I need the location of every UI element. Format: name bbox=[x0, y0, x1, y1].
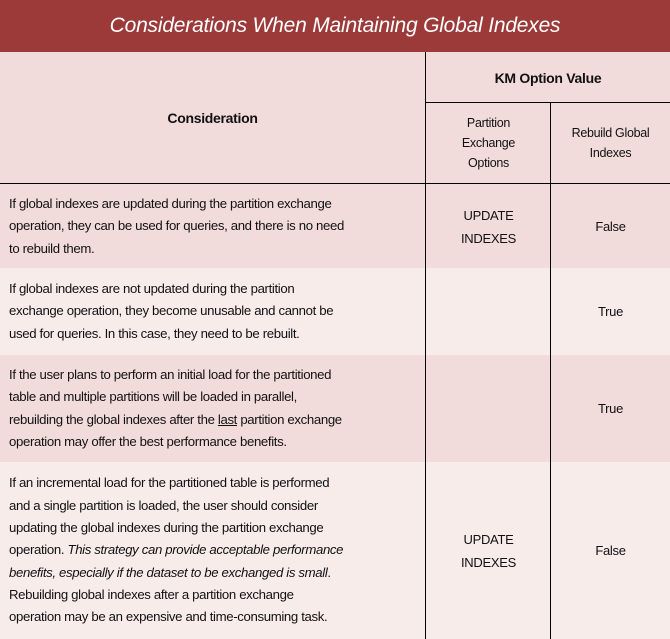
partition-exchange-option-cell bbox=[425, 268, 551, 355]
header-line: Indexes bbox=[589, 146, 632, 160]
text-segment: operation, they can be used for queries,… bbox=[9, 218, 344, 234]
text-segment: used for queries. In this case, they nee… bbox=[9, 325, 300, 341]
option-value-line: UPDATE bbox=[463, 207, 514, 223]
consideration-cell: If global indexes are updated during the… bbox=[0, 183, 425, 269]
header-line: Exchange bbox=[461, 136, 516, 150]
text-line: exchange operation, they become unusable… bbox=[9, 300, 334, 322]
rebuild-global-indexes-cell: False bbox=[550, 462, 670, 639]
consideration-cell: If the user plans to perform an initial … bbox=[0, 355, 425, 462]
table-title: Considerations When Maintaining Global I… bbox=[0, 0, 670, 52]
consideration-cell: If an incremental load for the partition… bbox=[0, 462, 425, 639]
text-line: used for queries. In this case, they nee… bbox=[9, 323, 333, 345]
text-segment: If global indexes are not updated during… bbox=[9, 281, 295, 297]
text-line: to rebuild them. bbox=[9, 238, 344, 260]
text-segment: to rebuild them. bbox=[9, 240, 95, 256]
consideration-cell: If global indexes are not updated during… bbox=[0, 268, 425, 355]
text-line: operation, they can be used for queries,… bbox=[9, 215, 344, 237]
header-rebuild-global-indexes: Rebuild Global Indexes bbox=[550, 102, 670, 183]
text-line: If an incremental load for the partition… bbox=[9, 472, 343, 494]
text-line: table and multiple partitions will be lo… bbox=[9, 386, 342, 408]
italic-text: benefits, especially if the dataset to b… bbox=[9, 564, 328, 580]
text-segment: table and multiple partitions will be lo… bbox=[9, 389, 297, 405]
partition-exchange-option-cell: UPDATE INDEXES bbox=[425, 183, 551, 269]
text-line: operation. This strategy can provide acc… bbox=[9, 539, 344, 561]
option-value-line: UPDATE bbox=[463, 531, 514, 547]
partition-exchange-option-cell: UPDATE INDEXES bbox=[425, 462, 551, 639]
text-line: operation may offer the best performance… bbox=[9, 431, 342, 453]
text-segment: Rebuilding global indexes after a partit… bbox=[9, 586, 294, 602]
text-segment: If the user plans to perform an initial … bbox=[9, 366, 332, 382]
text-line: operation may be an expensive and time-c… bbox=[9, 606, 343, 628]
header-line: Rebuild Global bbox=[571, 126, 650, 140]
underlined-text: last bbox=[217, 411, 237, 427]
text-segment: . bbox=[327, 564, 331, 580]
header-consideration: Consideration bbox=[0, 52, 425, 183]
text-segment: rebuilding the global indexes after the bbox=[9, 411, 218, 427]
header-partition-exchange-options: Partition Exchange Options bbox=[425, 102, 551, 183]
text-segment: exchange operation, they become unusable… bbox=[9, 303, 334, 319]
text-line: rebuilding the global indexes after the … bbox=[9, 409, 342, 431]
italic-text: This strategy can provide acceptable per… bbox=[67, 542, 344, 558]
text-segment: operation may be an expensive and time-c… bbox=[9, 609, 328, 625]
text-segment: operation may offer the best performance… bbox=[9, 433, 287, 449]
option-value-line: INDEXES bbox=[461, 554, 516, 570]
header-line: Options bbox=[468, 156, 509, 170]
text-segment: updating the global indexes during the p… bbox=[9, 520, 324, 536]
header-km-option-value: KM Option Value bbox=[425, 52, 670, 103]
text-line: updating the global indexes during the p… bbox=[9, 517, 343, 539]
text-line: If global indexes are not updated during… bbox=[9, 278, 333, 300]
text-segment: and a single partition is loaded, the us… bbox=[9, 497, 318, 513]
option-value-line: INDEXES bbox=[461, 230, 516, 246]
header-line: Partition bbox=[466, 116, 511, 130]
text-line: If the user plans to perform an initial … bbox=[9, 364, 342, 386]
rebuild-global-indexes-cell: True bbox=[550, 268, 670, 355]
text-line: Rebuilding global indexes after a partit… bbox=[9, 584, 343, 606]
text-line: benefits, especially if the dataset to b… bbox=[9, 562, 343, 584]
text-segment: If an incremental load for the partition… bbox=[9, 475, 330, 491]
text-segment: If global indexes are updated during the… bbox=[9, 196, 332, 212]
partition-exchange-option-cell bbox=[425, 355, 551, 462]
rebuild-global-indexes-cell: True bbox=[550, 355, 670, 462]
text-line: and a single partition is loaded, the us… bbox=[9, 495, 343, 517]
text-segment: partition exchange bbox=[237, 411, 342, 427]
text-line: If global indexes are updated during the… bbox=[9, 193, 344, 215]
rebuild-global-indexes-cell: False bbox=[550, 183, 670, 269]
text-segment: operation. bbox=[9, 542, 68, 558]
